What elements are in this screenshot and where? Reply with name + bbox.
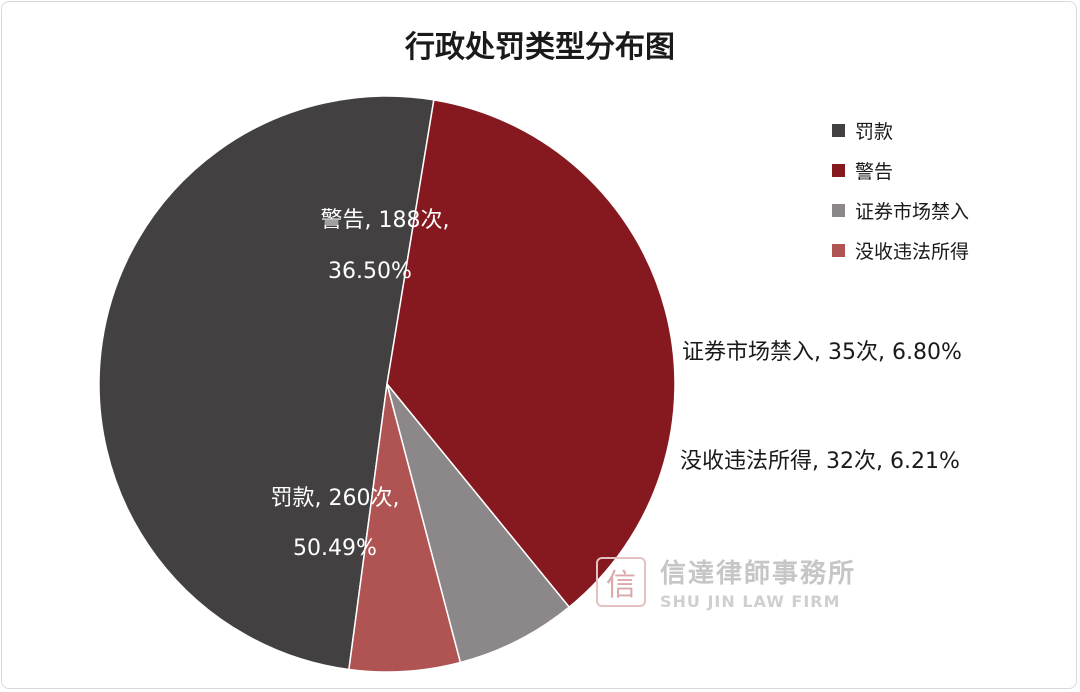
legend-item-moshou: 没收违法所得 [832, 230, 969, 270]
pie-slice-jinru [386, 383, 571, 664]
chart-title: 行政处罚类型分布图 [405, 30, 675, 65]
watermark-name-en: SHU JIN LAW FIRM [660, 592, 841, 611]
legend-item-jinru: 证券市场禁入 [832, 190, 969, 230]
watermark-name-cn: 信達律師事務所 [660, 559, 857, 589]
data-label-jinggao-line1: 警告, 188次, [321, 208, 450, 233]
data-label-jinggao-line2: 36.50% [328, 259, 412, 284]
legend-label-fakuan: 罚款 [855, 120, 894, 143]
legend-label-moshou: 没收违法所得 [855, 240, 970, 263]
legend-item-jinggao: 警告 [832, 150, 969, 190]
data-label-fakuan-line2: 50.49% [293, 536, 377, 561]
legend-swatch-jinru [832, 203, 845, 217]
legend: 罚款 警告 证券市场禁入 没收违法所得 [832, 110, 969, 270]
data-label-fakuan-line1: 罚款, 260次, [271, 486, 400, 511]
watermark: 信 信達律師事務所 SHU JIN LAW FIRM [596, 553, 856, 611]
legend-swatch-jinggao [832, 163, 845, 177]
watermark-seal-logo: 信 [596, 557, 646, 607]
pie-slice-jinggao [386, 98, 676, 609]
data-label-jinru: 证券市场禁入, 35次, 6.80% [682, 340, 962, 365]
data-label-moshou: 没收违法所得, 32次, 6.21% [680, 449, 960, 474]
pie-slice-fakuan [98, 95, 435, 671]
legend-item-fakuan: 罚款 [832, 110, 969, 150]
legend-label-jinru: 证券市场禁入 [855, 200, 970, 223]
pie-slice-moshou [348, 383, 462, 673]
legend-label-jinggao: 警告 [855, 160, 894, 183]
legend-swatch-moshou [832, 243, 845, 257]
legend-swatch-fakuan [832, 123, 845, 137]
